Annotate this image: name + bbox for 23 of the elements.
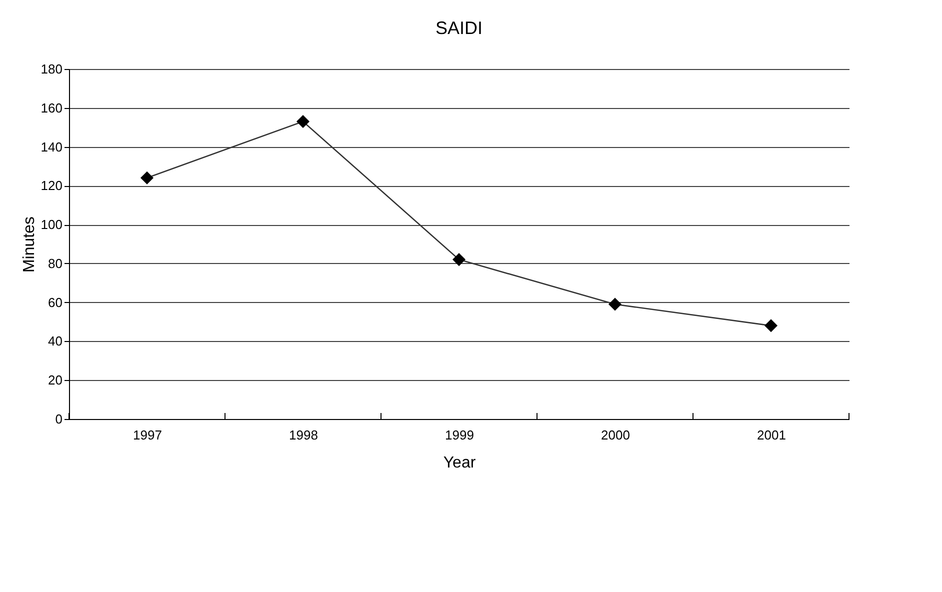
point bbox=[296, 114, 310, 128]
point bbox=[608, 298, 622, 311]
x-tick-label: 2001 bbox=[757, 428, 786, 442]
y-tick-label: 80 bbox=[48, 256, 62, 271]
x-tick-label: 1998 bbox=[289, 428, 318, 442]
point bbox=[140, 171, 154, 184]
y-tick-label: 180 bbox=[40, 62, 62, 76]
y-tick-label: 100 bbox=[40, 217, 62, 232]
x-tick-label: 2000 bbox=[601, 428, 630, 442]
y-tick-label: 160 bbox=[40, 100, 62, 116]
x-tick-label: 1997 bbox=[133, 428, 162, 442]
point bbox=[452, 253, 466, 266]
y-tick-label: 40 bbox=[48, 334, 62, 349]
y-tick-label: 140 bbox=[40, 139, 62, 154]
point bbox=[764, 319, 778, 332]
y-tick-label: 0 bbox=[55, 412, 62, 426]
y-tick-label: 20 bbox=[48, 372, 62, 388]
x-axis-title: Year bbox=[443, 454, 476, 472]
y-tick-label: 60 bbox=[48, 294, 62, 310]
x-tick-label: 1999 bbox=[445, 428, 474, 442]
chart-title: SAIDI bbox=[435, 18, 483, 38]
y-tick-label: 120 bbox=[40, 178, 62, 194]
y-axis-title: Minutes bbox=[20, 216, 38, 273]
